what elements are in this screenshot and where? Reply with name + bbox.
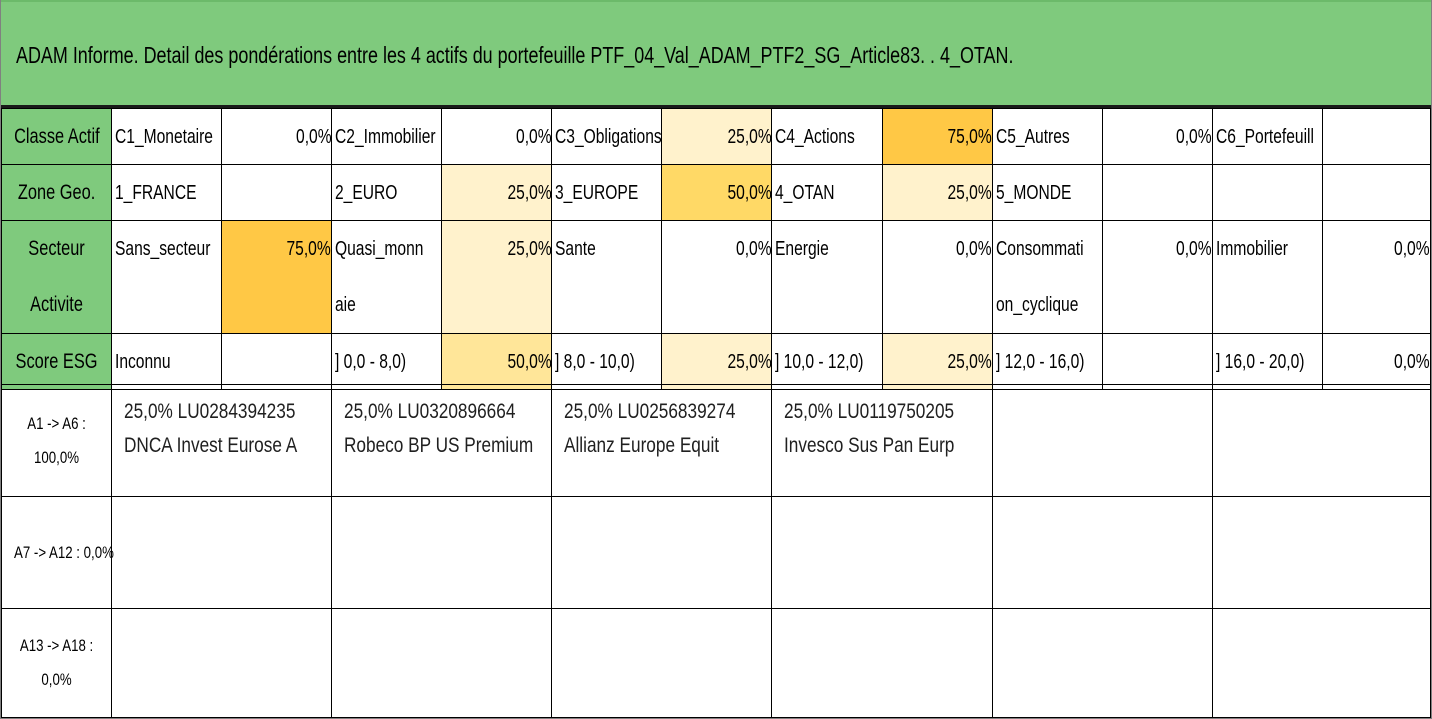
- cell-pct: 75,0%: [881, 108, 993, 165]
- cell-pct: 50,0%: [441, 333, 553, 390]
- cell-name: 4_OTAN: [771, 164, 883, 221]
- cell-name: C3_Obligations: [551, 108, 663, 165]
- cell-name: Energie: [771, 220, 883, 334]
- asset-group-row: A1 -> A6 : 100,0% 25,0% LU0284394235 DNC…: [0, 384, 1432, 497]
- asset-cell-empty: [1211, 608, 1432, 718]
- row-label-zone-geo: Zone Geo.: [0, 164, 113, 221]
- asset-cell-empty: [551, 496, 773, 609]
- cell-name: Immobilier: [1211, 220, 1323, 334]
- asset-group-row: A7 -> A12 : 0,0%: [0, 496, 1432, 609]
- cell-pct: 0,0%: [1321, 333, 1432, 390]
- cell-pct: 0,0%: [1101, 220, 1213, 334]
- asset-group-label: A13 -> A18 : 0,0%: [0, 608, 113, 718]
- asset-cell-empty: [111, 496, 333, 609]
- cell-pct: [221, 333, 333, 390]
- row-classe-actif: Classe Actif C1_Monetaire 0,0% C2_Immobi…: [0, 108, 1432, 165]
- cell-pct: [1101, 164, 1213, 221]
- cell-pct: 0,0%: [441, 108, 553, 165]
- weights-table: Classe Actif C1_Monetaire 0,0% C2_Immobi…: [0, 108, 1432, 390]
- cell-name: Sans_secteur: [111, 220, 223, 334]
- asset-group-label: A7 -> A12 : 0,0%: [0, 496, 114, 609]
- cell-pct: 0,0%: [881, 220, 993, 334]
- asset-cell-empty: [551, 608, 773, 718]
- report-header: ADAM Informe. Detail des pondérations en…: [1, 0, 1431, 108]
- row-label-score-esg: Score ESG: [0, 333, 113, 390]
- asset-cell-empty: [991, 608, 1213, 718]
- cell-name: 1_FRANCE: [111, 164, 223, 221]
- asset-cell: 25,0% LU0284394235 DNCA Invest Eurose A: [111, 384, 333, 497]
- assets-table: A1 -> A6 : 100,0% 25,0% LU0284394235 DNC…: [0, 384, 1432, 718]
- asset-cell-empty: [771, 608, 993, 718]
- asset-cell-empty: [991, 496, 1213, 609]
- asset-cell: 25,0% LU0320896664 Robeco BP US Premium: [331, 384, 553, 497]
- cell-name: Inconnu: [111, 333, 223, 390]
- asset-cell-empty: [331, 496, 553, 609]
- cell-name: C6_Portefeuill: [1211, 108, 1323, 165]
- cell-name: C2_Immobilier: [331, 108, 443, 165]
- cell-name: C1_Monetaire: [111, 108, 223, 165]
- cell-pct: 0,0%: [1321, 220, 1432, 334]
- cell-pct: [1321, 108, 1432, 165]
- cell-name: Consommati on_cyclique: [991, 220, 1103, 334]
- cell-name: ] 12,0 - 16,0): [991, 333, 1103, 390]
- cell-pct: 25,0%: [441, 220, 553, 334]
- cell-pct: 25,0%: [881, 164, 993, 221]
- cell-pct: [1101, 333, 1213, 390]
- report-title: ADAM Informe. Detail des pondérations en…: [16, 42, 1014, 68]
- asset-cell-empty: [1211, 496, 1432, 609]
- cell-pct: [1321, 164, 1432, 221]
- row-score-esg: Score ESG Inconnu ] 0,0 - 8,0) 50,0% ] 8…: [0, 333, 1432, 390]
- cell-name: ] 8,0 - 10,0): [551, 333, 663, 390]
- cell-pct: [221, 164, 333, 221]
- cell-pct: 0,0%: [221, 108, 333, 165]
- cell-name: C4_Actions: [771, 108, 883, 165]
- cell-name: ] 0,0 - 8,0): [331, 333, 443, 390]
- cell-name: Quasi_monn aie: [331, 220, 443, 334]
- cell-pct: 25,0%: [661, 108, 773, 165]
- row-label-secteur: Secteur Activite: [0, 220, 113, 334]
- asset-group-label: A1 -> A6 : 100,0%: [0, 384, 113, 497]
- cell-name: [1211, 164, 1323, 221]
- cell-pct: 50,0%: [661, 164, 773, 221]
- asset-cell-empty: [111, 608, 333, 718]
- row-zone-geo: Zone Geo. 1_FRANCE 2_EURO 25,0% 3_EUROPE…: [0, 164, 1432, 221]
- cell-name: 5_MONDE: [991, 164, 1103, 221]
- asset-cell: 25,0% LU0119750205 Invesco Sus Pan Eurp: [771, 384, 993, 497]
- asset-group-row: A13 -> A18 : 0,0%: [0, 608, 1432, 718]
- cell-name: C5_Autres: [991, 108, 1103, 165]
- cell-name: 3_EUROPE: [551, 164, 663, 221]
- asset-cell: 25,0% LU0256839274 Allianz Europe Equit: [551, 384, 773, 497]
- cell-pct: 25,0%: [441, 164, 553, 221]
- asset-cell-empty: [331, 608, 553, 718]
- cell-pct: 0,0%: [661, 220, 773, 334]
- cell-name: Sante: [551, 220, 663, 334]
- cell-pct: 0,0%: [1101, 108, 1213, 165]
- row-label-classe-actif: Classe Actif: [0, 108, 113, 165]
- asset-cell-empty: [771, 496, 993, 609]
- cell-name: 2_EURO: [331, 164, 443, 221]
- asset-cell-empty: [991, 384, 1213, 497]
- cell-pct: 75,0%: [221, 220, 333, 334]
- cell-name: ] 16,0 - 20,0): [1211, 333, 1323, 390]
- row-secteur-activite: Secteur Activite Sans_secteur 75,0% Quas…: [0, 220, 1432, 334]
- cell-pct: 25,0%: [661, 333, 773, 390]
- asset-cell-empty: [1211, 384, 1432, 497]
- cell-name: ] 10,0 - 12,0): [771, 333, 883, 390]
- cell-pct: 25,0%: [881, 333, 993, 390]
